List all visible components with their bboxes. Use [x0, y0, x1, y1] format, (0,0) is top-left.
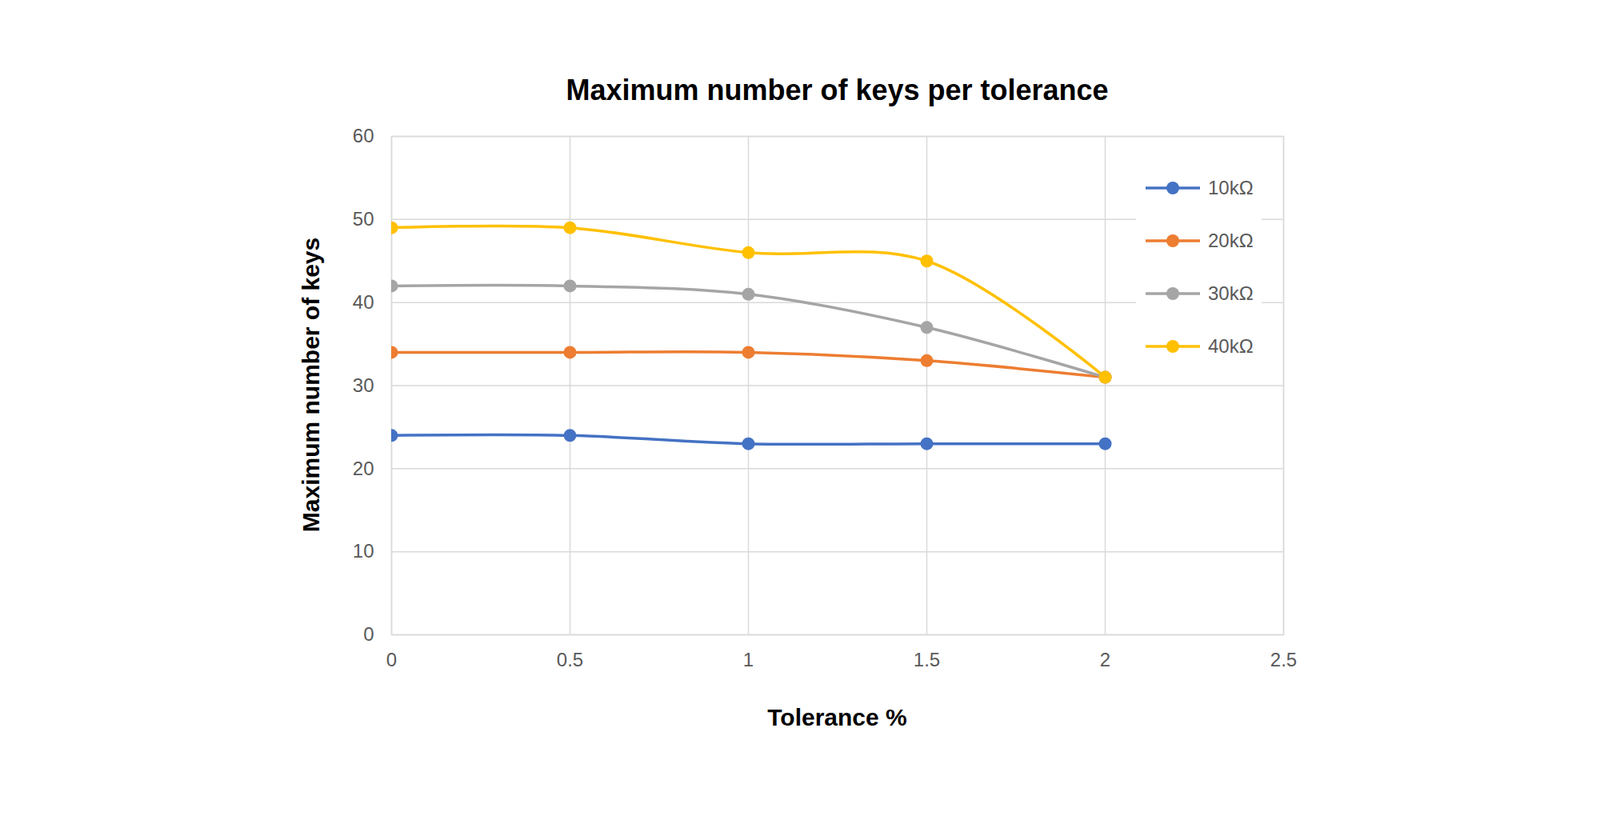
svg-text:0: 0	[386, 648, 397, 671]
html-text:40kΩ: 40kΩ	[1208, 335, 1254, 357]
svg-text:0: 0	[363, 623, 374, 645]
svg-text:60: 60	[352, 124, 375, 147]
svg-text:2: 2	[1100, 648, 1111, 671]
html-text:Maximum number of keys: Maximum number of keys	[297, 237, 324, 533]
html-text:Maximum number of keys per tol: Maximum number of keys per tolerance	[565, 73, 1109, 107]
svg-text:40: 40	[352, 291, 375, 313]
html-text:30kΩ: 30kΩ	[1208, 282, 1254, 304]
html-text:20kΩ: 20kΩ	[1208, 229, 1254, 252]
svg-text:1: 1	[743, 648, 754, 671]
html-text:Tolerance %: Tolerance %	[767, 704, 908, 731]
svg-text:30: 30	[352, 374, 375, 396]
html-text:10kΩ: 10kΩ	[1208, 176, 1254, 199]
svg-text:50: 50	[352, 208, 375, 230]
svg-text:20: 20	[352, 457, 375, 480]
svg-text:10: 10	[352, 540, 375, 562]
svg-text:0.5: 0.5	[556, 648, 584, 671]
svg-text:1.5: 1.5	[913, 648, 940, 671]
svg-text:2.5: 2.5	[1270, 648, 1297, 671]
